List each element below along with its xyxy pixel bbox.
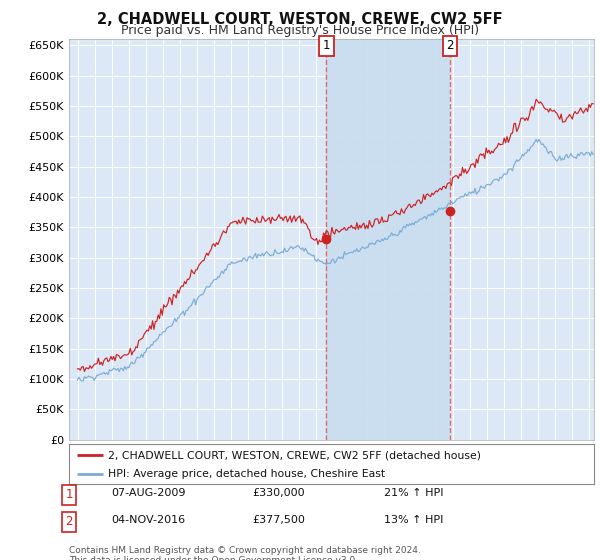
Text: 2: 2 <box>65 515 73 528</box>
Text: 21% ↑ HPI: 21% ↑ HPI <box>384 488 443 498</box>
Text: £330,000: £330,000 <box>252 488 305 498</box>
Text: 07-AUG-2009: 07-AUG-2009 <box>111 488 185 498</box>
Text: HPI: Average price, detached house, Cheshire East: HPI: Average price, detached house, Ches… <box>109 469 386 479</box>
Text: 2, CHADWELL COURT, WESTON, CREWE, CW2 5FF (detached house): 2, CHADWELL COURT, WESTON, CREWE, CW2 5F… <box>109 450 481 460</box>
Text: £377,500: £377,500 <box>252 515 305 525</box>
Text: Contains HM Land Registry data © Crown copyright and database right 2024.
This d: Contains HM Land Registry data © Crown c… <box>69 546 421 560</box>
Text: 2: 2 <box>446 39 454 52</box>
Text: 1: 1 <box>65 488 73 501</box>
Text: 2, CHADWELL COURT, WESTON, CREWE, CW2 5FF: 2, CHADWELL COURT, WESTON, CREWE, CW2 5F… <box>97 12 503 27</box>
Text: Price paid vs. HM Land Registry's House Price Index (HPI): Price paid vs. HM Land Registry's House … <box>121 24 479 37</box>
Text: 1: 1 <box>322 39 330 52</box>
Bar <box>326 39 450 440</box>
Text: 13% ↑ HPI: 13% ↑ HPI <box>384 515 443 525</box>
Text: 04-NOV-2016: 04-NOV-2016 <box>111 515 185 525</box>
